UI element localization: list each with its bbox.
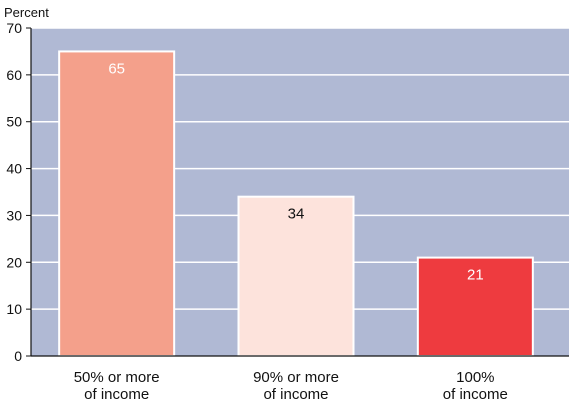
y-axis-title: Percent xyxy=(4,5,49,20)
category-label: 90% or more xyxy=(253,369,339,386)
bars: 65 34 21 xyxy=(58,50,534,358)
y-tick-label: 0 xyxy=(14,348,22,364)
y-tick-label: 50 xyxy=(6,114,22,130)
y-axis-ticks: 0 10 20 30 40 50 60 70 xyxy=(6,20,31,364)
y-tick-label: 20 xyxy=(6,254,22,270)
category-label: of income xyxy=(84,386,149,403)
y-tick-label: 10 xyxy=(6,301,22,317)
data-label: 21 xyxy=(467,267,484,284)
y-tick-label: 70 xyxy=(6,20,22,36)
y-tick-label: 30 xyxy=(6,207,22,223)
category-label: 100% xyxy=(456,369,494,386)
data-label: 34 xyxy=(288,206,305,223)
data-label: 65 xyxy=(108,60,125,77)
category-label: of income xyxy=(263,386,328,403)
category-label: 50% or more xyxy=(74,369,160,386)
y-tick-label: 40 xyxy=(6,161,22,177)
category-label: of income xyxy=(443,386,508,403)
y-tick-label: 60 xyxy=(6,67,22,83)
bar xyxy=(58,50,176,358)
